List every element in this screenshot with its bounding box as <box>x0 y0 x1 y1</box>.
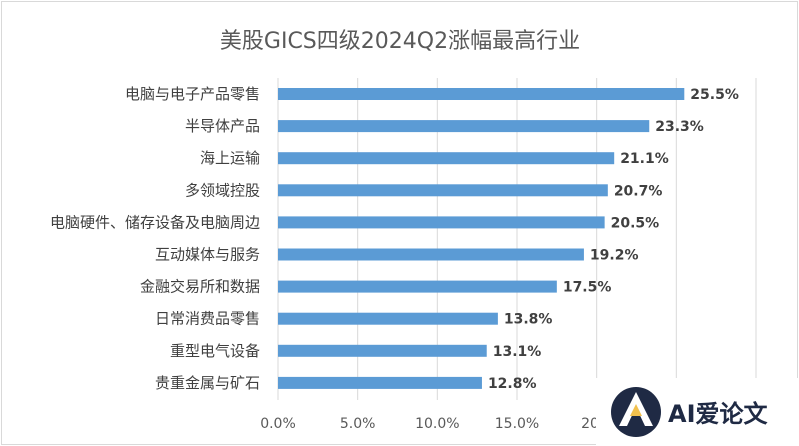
category-label: 半导体产品 <box>185 117 260 135</box>
x-tick-label: 5.0% <box>340 416 376 432</box>
category-label: 电脑硬件、储存设备及电脑周边 <box>50 213 260 231</box>
bar <box>278 88 685 100</box>
category-label: 重型电气设备 <box>170 342 260 360</box>
data-label: 17.5% <box>563 280 612 296</box>
category-labels: 电脑与电子产品零售半导体产品海上运输多领域控股电脑硬件、储存设备及电脑周边互动媒… <box>50 85 260 392</box>
ai-logo-icon <box>611 387 661 437</box>
watermark: AI爱论文 <box>596 378 799 446</box>
bar <box>278 216 605 229</box>
bar <box>278 280 557 293</box>
category-label: 互动媒体与服务 <box>155 246 260 264</box>
data-label: 20.7% <box>614 183 663 199</box>
category-label: 海上运输 <box>200 149 260 167</box>
bar <box>278 376 482 389</box>
x-tick-label: 0.0% <box>260 416 296 432</box>
x-tick-label: 15.0% <box>495 416 539 432</box>
data-label: 25.5% <box>690 87 739 103</box>
data-label: 23.3% <box>655 119 704 135</box>
data-label: 12.8% <box>488 376 537 392</box>
watermark-text: AI爱论文 <box>668 400 769 428</box>
data-label: 19.2% <box>590 248 639 264</box>
x-axis-ticks: 0.0%5.0%10.0%15.0%20.0 <box>260 416 612 432</box>
category-label: 多领域控股 <box>185 181 260 199</box>
category-label: 日常消费品零售 <box>155 310 260 328</box>
chart-title: 美股GICS四级2024Q2涨幅最高行业 <box>220 29 580 54</box>
bar <box>278 344 487 357</box>
data-label: 13.8% <box>504 312 553 328</box>
bar <box>278 152 615 165</box>
category-label: 贵重金属与矿石 <box>155 374 260 392</box>
data-labels: 25.5% 23.3% 21.1% 20.7% 20.5% 19.2% 17.5% 13.8%… <box>488 87 739 392</box>
bar <box>278 312 498 325</box>
data-label: 20.5% <box>611 215 660 231</box>
bar <box>278 184 608 197</box>
data-label: 13.1% <box>493 344 542 360</box>
bars <box>278 88 685 389</box>
category-label: 电脑与电子产品零售 <box>125 85 260 103</box>
bar <box>278 120 650 133</box>
data-label: 21.1% <box>620 151 669 167</box>
x-tick-label: 10.0% <box>415 416 459 432</box>
category-label: 金融交易所和数据 <box>140 278 260 296</box>
bar <box>278 248 584 261</box>
